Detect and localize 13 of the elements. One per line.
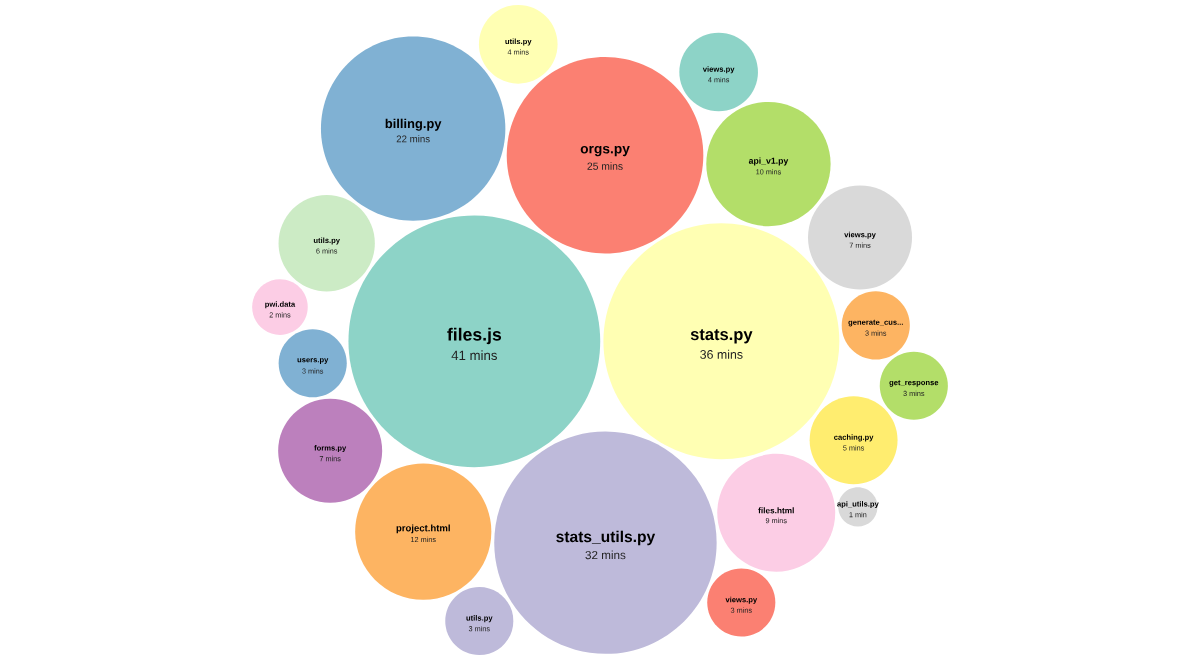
data-label: 32 mins — [585, 550, 626, 560]
data-label: 25 mins — [587, 162, 623, 170]
category-label: files.html — [758, 507, 794, 514]
data-label: 22 mins — [396, 135, 430, 143]
category-label: project.html — [396, 524, 450, 534]
category-label: stats_utils.py — [556, 530, 656, 546]
category-label: stats.py — [690, 329, 753, 344]
category-label: files.js — [447, 327, 502, 345]
data-label: 41 mins — [451, 350, 497, 360]
category-label: api_v1.py — [748, 157, 789, 166]
category-label: orgs.py — [580, 145, 630, 157]
category-label: billing.py — [385, 118, 442, 131]
data-label: 36 mins — [700, 349, 743, 359]
